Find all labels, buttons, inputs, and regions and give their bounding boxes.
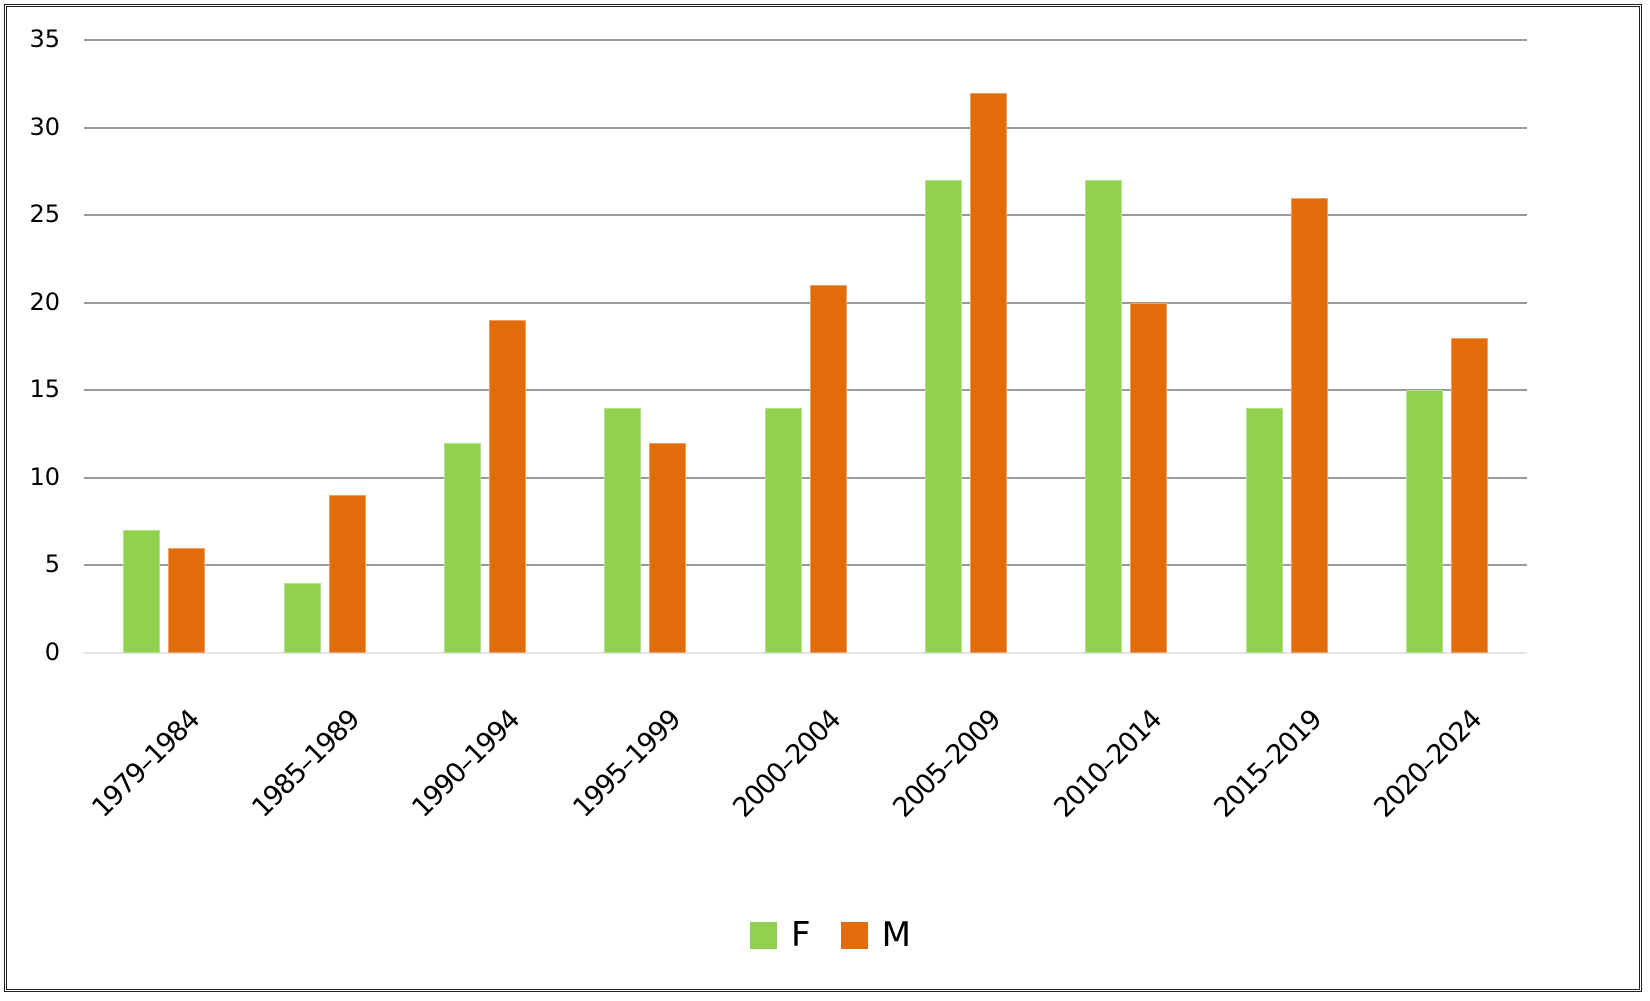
bar-f [764,407,802,653]
y-axis-tick-label: 5 [44,550,60,579]
bar-m [809,285,847,653]
bar-m [168,547,206,653]
bar-f [283,582,321,653]
bar-m [1290,197,1328,653]
bar-f [1245,407,1283,653]
legend-item-f: F [750,915,811,955]
bar-f [924,180,962,653]
y-axis-tick-label: 35 [29,25,60,53]
bar-f [123,530,161,653]
bar-m [649,442,687,653]
y-axis-tick-label: 10 [29,462,60,491]
bar-m [1130,302,1168,653]
y-axis-tick-label: 15 [29,375,60,404]
bar-f [1405,390,1443,653]
legend-swatch-m [840,921,868,949]
gridline [84,301,1527,304]
y-axis-tick-label: 0 [44,638,60,666]
y-axis-tick-label: 30 [29,112,60,141]
legend: F M [750,915,941,955]
gridline [84,389,1527,392]
gridline [84,476,1527,479]
y-axis-tick-label: 20 [29,287,60,316]
gridline [84,214,1527,217]
bar-f [604,407,642,653]
legend-label-m: M [881,915,911,955]
bar-m [488,320,526,653]
gridline [84,39,1527,41]
bar-m [969,92,1007,653]
legend-label-f: F [791,915,811,955]
gridline [84,126,1527,129]
bar-m [1450,337,1488,653]
bar-f [1085,180,1123,653]
legend-swatch-f [750,921,777,949]
y-axis-tick-label: 25 [29,200,60,229]
bar-m [328,495,366,653]
legend-item-m: M [840,915,911,955]
gridline [84,564,1527,567]
gridline [84,652,1527,654]
bar-f [443,442,481,653]
